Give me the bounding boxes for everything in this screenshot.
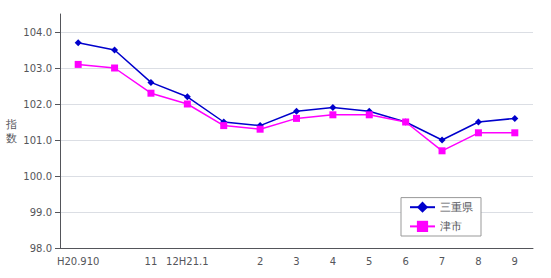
- svg-text:12H21.1: 12H21.1: [166, 256, 209, 267]
- svg-text:指: 指: [5, 118, 17, 131]
- svg-text:98.0: 98.0: [30, 243, 52, 254]
- svg-text:102.0: 102.0: [23, 99, 52, 110]
- svg-text:津市: 津市: [440, 220, 462, 233]
- svg-text:99.0: 99.0: [30, 207, 52, 218]
- svg-text:7: 7: [439, 256, 445, 267]
- svg-text:5: 5: [366, 256, 372, 267]
- svg-text:H20.910: H20.910: [57, 256, 100, 267]
- svg-text:8: 8: [475, 256, 481, 267]
- svg-text:三重県: 三重県: [440, 201, 473, 214]
- svg-text:2: 2: [257, 256, 263, 267]
- svg-text:3: 3: [293, 256, 299, 267]
- svg-text:6: 6: [402, 256, 408, 267]
- svg-text:103.0: 103.0: [23, 63, 52, 74]
- svg-text:4: 4: [330, 256, 336, 267]
- svg-text:104.0: 104.0: [23, 27, 52, 38]
- svg-text:101.0: 101.0: [23, 135, 52, 146]
- svg-text:9: 9: [512, 256, 518, 267]
- svg-text:100.0: 100.0: [23, 171, 52, 182]
- svg-text:数: 数: [6, 132, 17, 145]
- svg-text:11: 11: [145, 256, 158, 267]
